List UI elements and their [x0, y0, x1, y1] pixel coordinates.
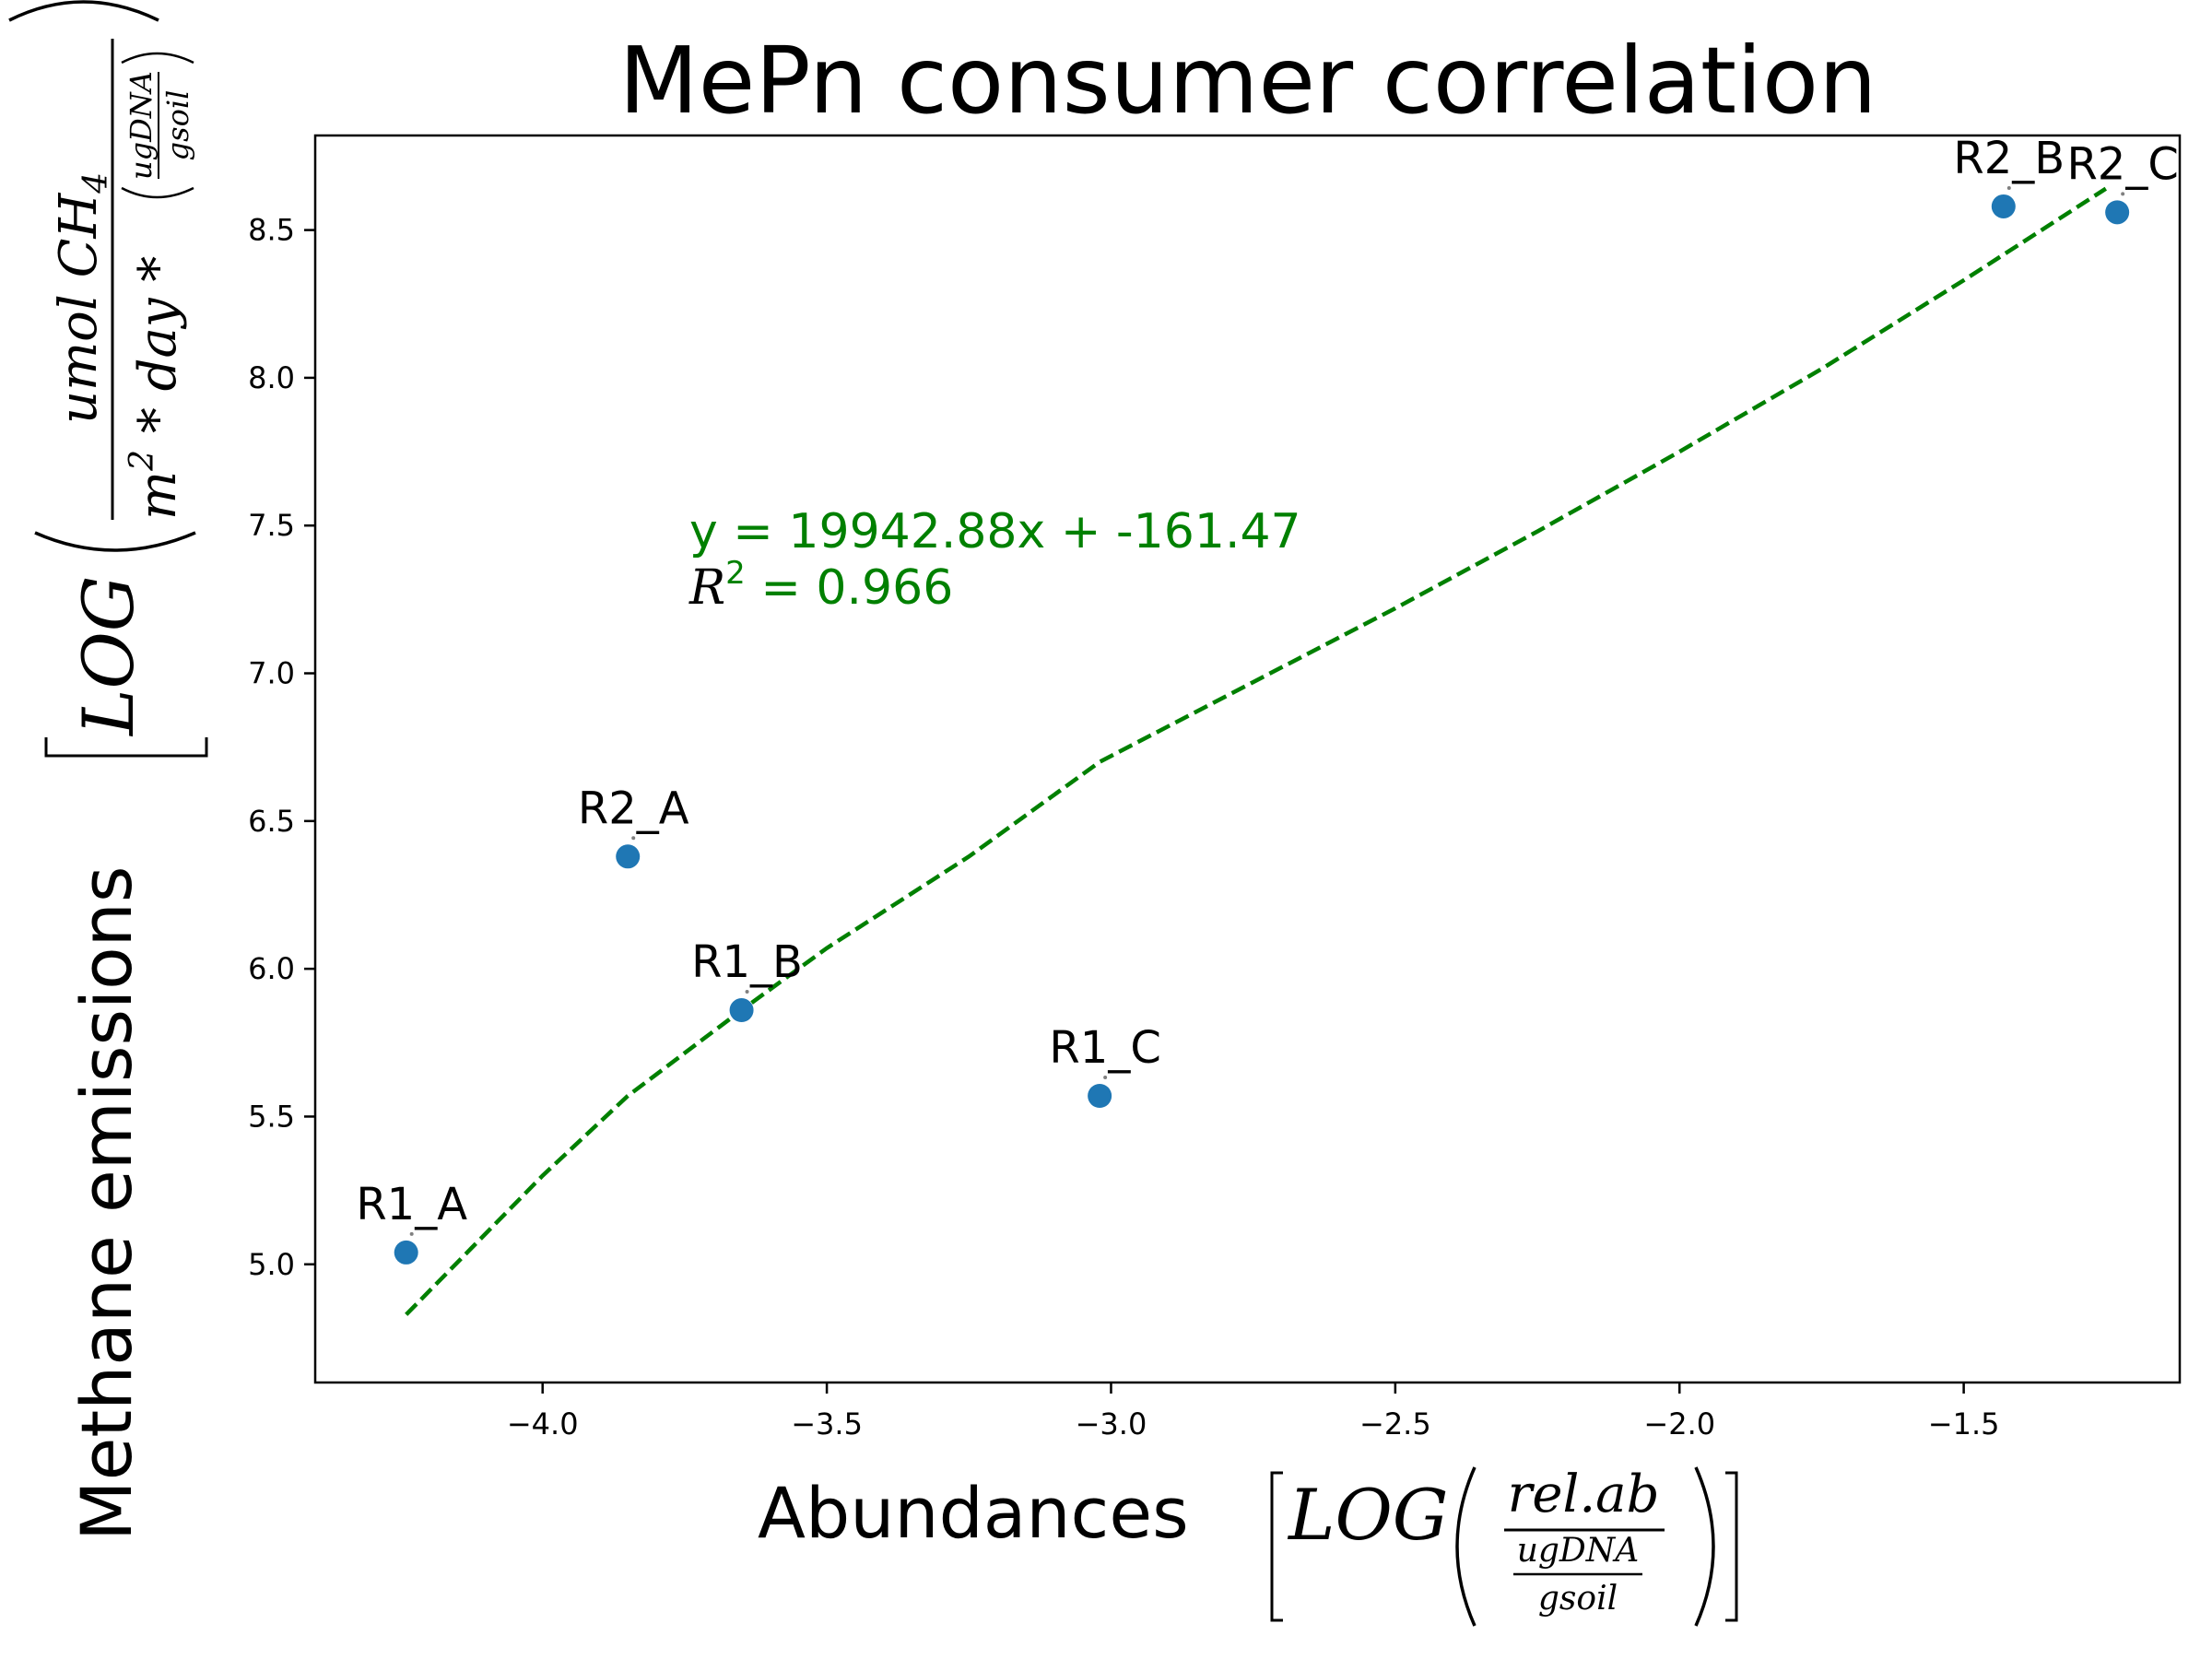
y-tick-label: 7.5 [248, 508, 295, 543]
x-tick-label: −3.0 [1076, 1406, 1147, 1441]
y-label-numerator-sub: 4 [77, 172, 115, 194]
y-tick-label: 6.0 [248, 951, 295, 986]
label-anchor-dot [1103, 1076, 1108, 1080]
x-tick-label: −2.5 [1359, 1406, 1431, 1441]
point-label: R1_A [356, 1179, 467, 1230]
fit-line-layer [405, 186, 2108, 1316]
y-tick-label: 5.0 [248, 1247, 295, 1282]
point-label: R1_C [1049, 1022, 1160, 1074]
point-label: R2_B [1953, 133, 2065, 184]
label-anchor-dot [745, 990, 749, 994]
r-squared-sup: 2 [725, 555, 746, 592]
label-anchor-dot [409, 1231, 414, 1236]
y-tick-label: 8.5 [248, 213, 295, 248]
y-label-inner-paren-left [121, 186, 194, 199]
y-label-sub-numerator: ugDNA [124, 71, 159, 180]
data-point [1991, 194, 2016, 218]
equation-text: y = 19942.88x + -161.47 [689, 504, 1301, 559]
label-anchor-dot [631, 836, 636, 841]
x-tick-label: −2.0 [1643, 1406, 1715, 1441]
y-label-inner-paren-right [121, 52, 194, 65]
x-label-bracket-right [1725, 1471, 1738, 1622]
x-tick-label: −4.0 [507, 1406, 579, 1441]
r-squared-value: = 0.966 [746, 560, 954, 616]
x-axis-label: Abundances LOG rel.ab ugDNA gsoil [758, 1465, 1738, 1627]
regression-annotation: y = 19942.88x + -161.47 R2 = 0.966 [688, 504, 1301, 616]
y-label-paren-right [8, 0, 159, 22]
r-squared-symbol: R [688, 560, 725, 616]
x-axis-label-text: Abundances [758, 1472, 1189, 1554]
x-tick-label: −1.5 [1928, 1406, 2000, 1441]
data-point [1088, 1084, 1112, 1109]
label-anchor-dot [2006, 185, 2011, 190]
y-label-denominator: m2 * day * [124, 256, 188, 520]
point-label: R2_A [578, 782, 689, 834]
point-label: R2_C [2066, 138, 2178, 190]
data-point [394, 1240, 418, 1265]
y-tick-label: 5.5 [248, 1099, 295, 1134]
x-label-bracket-left [1270, 1471, 1283, 1622]
y-axis: 5.0 5.5 6.0 6.5 7.0 7.5 8.0 8.5 [248, 213, 315, 1282]
y-axis-label-text: Methane emissions [65, 866, 147, 1541]
fit-line [405, 186, 2108, 1316]
chart-title: MePn consumer correlation [619, 27, 1877, 135]
point-label: R1_B [691, 936, 803, 988]
x-label-sub-numerator: ugDNA [1517, 1532, 1640, 1570]
x-label-sub-denominator: gsoil [1538, 1580, 1618, 1618]
r-squared-text: R2 = 0.966 [688, 555, 953, 616]
scatter-layer: R1_A R2_A R1_B R1_C R2_B R2_C [356, 133, 2179, 1265]
y-tick-label: 7.0 [248, 656, 295, 691]
label-anchor-dot [2121, 192, 2125, 196]
x-label-log: LOG [1287, 1474, 1449, 1556]
y-tick-label: 6.5 [248, 804, 295, 839]
y-label-numerator: umol CH4 [49, 172, 115, 424]
plot-area [313, 134, 2182, 1384]
y-tick-label: 8.0 [248, 360, 295, 395]
x-axis: −4.0 −3.5 −3.0 −2.5 −2.0 −1.5 [507, 1382, 2000, 1441]
y-label-paren-left [34, 531, 196, 552]
x-label-paren-right [1694, 1466, 1715, 1627]
y-label-denominator-sup: 2 [124, 450, 161, 472]
y-label-denominator-rest: * day * [128, 256, 188, 450]
data-point [616, 844, 641, 869]
x-tick-label: −3.5 [791, 1406, 863, 1441]
data-point [2105, 200, 2130, 225]
y-label-sub-denominator: gsoil [160, 90, 195, 161]
y-axis-label: Methane emissions LOG umol CH4 m2 * day … [8, 0, 208, 1541]
y-label-bracket-left [44, 737, 208, 758]
y-label-denominator-m: m [128, 471, 188, 520]
x-label-numerator: rel.ab [1508, 1465, 1660, 1524]
x-label-paren-left [1455, 1466, 1477, 1627]
data-point [729, 998, 754, 1023]
y-label-numerator-main: umol CH [49, 193, 109, 424]
y-label-log: LOG [67, 576, 149, 738]
